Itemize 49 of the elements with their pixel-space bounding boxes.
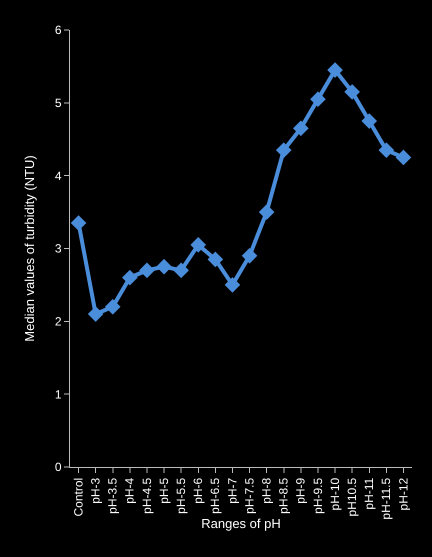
point <box>293 120 309 136</box>
y-tick-label: 0 <box>54 460 62 474</box>
x-tick-label: pH-3 <box>88 477 103 504</box>
y-tick-label: 1 <box>54 387 62 402</box>
point <box>344 84 360 100</box>
x-tick-label: pH-9.5 <box>310 477 325 514</box>
point <box>104 298 121 315</box>
x-tick-label: pH-6.5 <box>208 477 222 514</box>
x-tick-label: pH-8 <box>260 477 274 504</box>
x-tick-label: pH10.5 <box>345 477 360 517</box>
x-tick-label: pH-7.5 <box>242 477 256 514</box>
x-tick-label: pH-3.5 <box>106 477 120 514</box>
point <box>327 62 343 78</box>
point <box>190 237 206 253</box>
point <box>156 258 172 275</box>
y-tick-label: 4 <box>54 168 62 183</box>
y-tick-label: 2 <box>54 314 62 329</box>
point <box>224 277 240 293</box>
x-tick-label: pH-12 <box>396 477 410 510</box>
x-tick-label: pH-4.5 <box>140 477 154 514</box>
point <box>208 252 224 268</box>
x-tick-label: pH-9 <box>294 477 308 504</box>
point <box>139 262 155 278</box>
point <box>173 262 189 278</box>
x-axis-title: Ranges of pH <box>201 516 281 531</box>
point <box>242 248 258 264</box>
point <box>88 306 104 322</box>
x-tick-label: pH-5.5 <box>174 477 188 514</box>
x-tick-label: pH-8.5 <box>276 477 291 514</box>
x-tick-label: pH-7 <box>225 477 240 504</box>
x-tick-label: pH-11 <box>362 477 376 510</box>
point <box>276 142 292 158</box>
y-tick-label: 5 <box>54 96 62 110</box>
x-tick-label: pH-11.5 <box>379 477 394 520</box>
x-tick-label: pH-10 <box>328 477 342 510</box>
point <box>122 270 138 286</box>
x-tick-label: Control <box>71 478 86 516</box>
y-axis-title: Median values of turbidity (NTU) <box>22 155 37 342</box>
y-tick-label: 6 <box>54 23 62 38</box>
point <box>396 150 412 166</box>
x-tick-label: pH-6 <box>191 477 206 504</box>
x-tick-label: pH-4 <box>122 477 137 504</box>
point <box>310 91 326 107</box>
y-tick-label: 3 <box>54 242 62 256</box>
point <box>258 204 274 220</box>
x-tick-label: pH-5 <box>156 477 171 504</box>
point <box>361 113 378 129</box>
point <box>378 142 394 158</box>
point <box>70 215 86 231</box>
